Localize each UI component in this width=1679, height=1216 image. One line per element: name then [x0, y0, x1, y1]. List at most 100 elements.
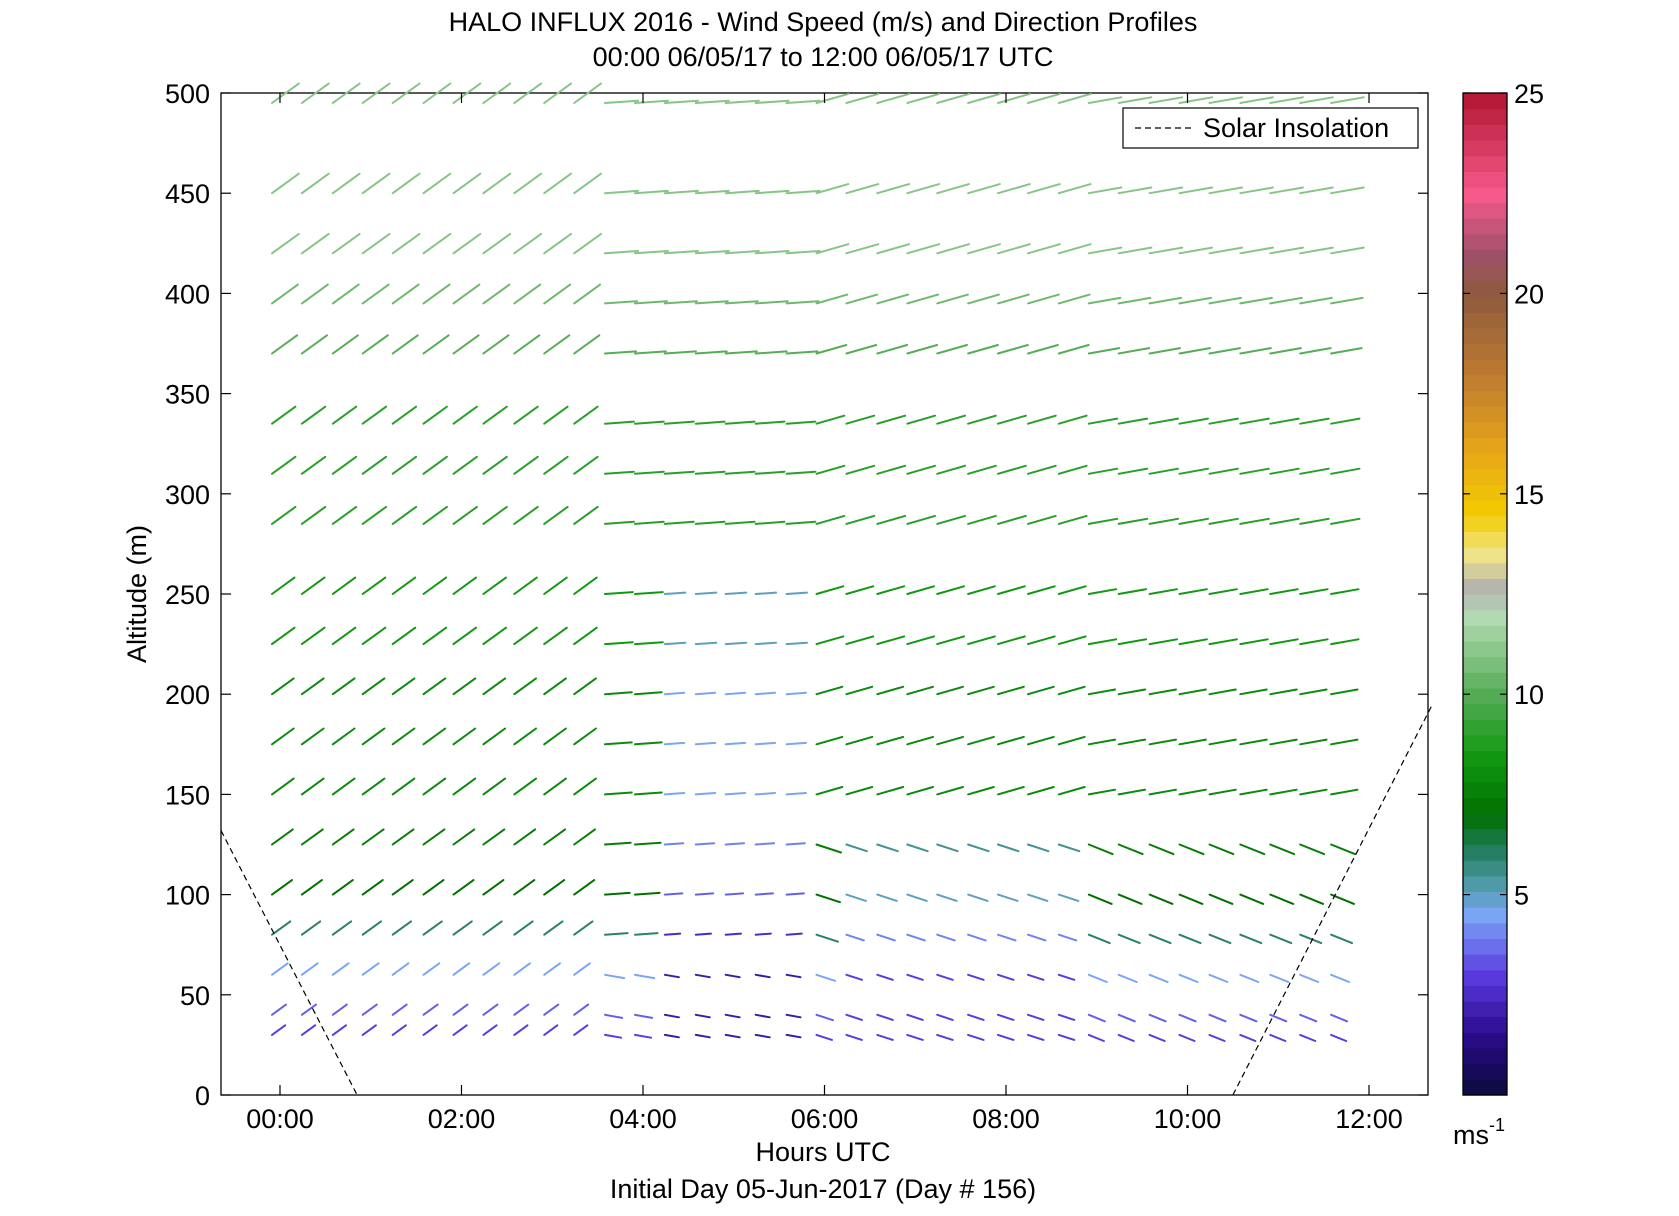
wind-vector	[967, 893, 989, 902]
wind-vector	[1208, 347, 1241, 355]
wind-vector	[422, 828, 446, 846]
wind-vector	[300, 334, 328, 355]
wind-vector	[1299, 688, 1328, 696]
wind-vector	[967, 685, 995, 696]
wind-vector	[997, 92, 1031, 104]
wind-vector	[1057, 786, 1086, 796]
wind-vector	[876, 464, 907, 475]
colorbar-cell	[1463, 280, 1507, 298]
wind-vector	[845, 843, 868, 853]
wind-vector	[906, 243, 941, 255]
wind-vector	[331, 283, 360, 305]
wind-vector	[845, 635, 875, 646]
wind-vector	[663, 973, 680, 979]
wind-vector	[1330, 688, 1359, 696]
wind-vector	[1178, 638, 1208, 646]
wind-vector	[300, 1003, 317, 1016]
wind-vector	[815, 685, 844, 696]
wind-vector	[1117, 246, 1153, 255]
wind-vector	[1027, 183, 1061, 195]
wind-vector	[1299, 738, 1328, 746]
wind-vector	[1117, 843, 1144, 856]
wind-vector	[1057, 243, 1092, 255]
wind-vector	[1239, 738, 1268, 746]
wind-vector	[452, 455, 478, 475]
wind-vector	[785, 792, 807, 796]
wind-vector	[785, 1013, 802, 1019]
wind-vector	[967, 92, 1001, 104]
wind-vector	[391, 334, 419, 355]
wind-vector	[422, 1024, 438, 1036]
wind-vector	[1178, 933, 1202, 945]
wind-vector	[1117, 186, 1153, 195]
chart-title-line2: 00:00 06/05/17 to 12:00 06/05/17 UTC	[593, 42, 1054, 72]
wind-vector	[573, 879, 596, 896]
wind-vector	[452, 505, 478, 525]
wind-vector	[1269, 843, 1296, 856]
wind-vector	[936, 973, 954, 981]
wind-vector	[422, 405, 448, 425]
wind-vector	[422, 1003, 439, 1016]
wind-vector	[997, 635, 1026, 646]
wind-vector	[361, 777, 386, 796]
wind-vector	[271, 1003, 287, 1016]
colorbar-cell	[1463, 594, 1507, 611]
wind-vector	[906, 893, 928, 902]
wind-vector	[573, 1003, 590, 1016]
wind-vector	[391, 283, 420, 305]
wind-vector	[694, 520, 726, 525]
wind-vector	[815, 344, 848, 355]
wind-vector	[543, 82, 572, 104]
wind-vector	[1208, 246, 1244, 255]
y-axis-label: Altitude (m)	[122, 525, 152, 663]
wind-vector	[543, 334, 571, 355]
wind-vector	[663, 189, 699, 195]
wind-vector	[300, 626, 326, 646]
wind-vector	[543, 455, 569, 475]
wind-vector	[845, 464, 876, 475]
wind-vector	[1239, 1013, 1258, 1023]
wind-vector	[1087, 688, 1117, 696]
wind-vector	[1178, 186, 1214, 195]
wind-vector	[422, 962, 441, 976]
wind-vector	[845, 243, 880, 255]
wind-vector	[815, 293, 849, 305]
wind-vector	[1148, 843, 1175, 856]
y-tick-label: 100	[165, 881, 210, 911]
wind-vector	[604, 1013, 624, 1019]
wind-vector	[1117, 1013, 1136, 1023]
wind-vector	[513, 232, 543, 255]
wind-vector	[694, 932, 712, 936]
wind-vector	[815, 414, 846, 425]
wind-vector	[1299, 843, 1326, 856]
wind-vector	[1299, 246, 1334, 255]
wind-vector	[1239, 517, 1270, 525]
wind-vector	[543, 777, 567, 796]
wind-vector	[634, 741, 663, 746]
wind-vector	[331, 920, 353, 936]
wind-vector	[331, 677, 356, 696]
x-axis-sublabel: Initial Day 05-Jun-2017 (Day # 156)	[610, 1174, 1036, 1204]
wind-vector	[694, 741, 717, 746]
wind-vector	[391, 626, 417, 646]
wind-vector	[1299, 96, 1334, 104]
y-tick-label: 200	[165, 680, 210, 710]
colorbar-cell	[1463, 672, 1507, 689]
wind-vector	[482, 1024, 498, 1036]
colorbar-cell	[1463, 93, 1507, 110]
wind-vector	[271, 505, 297, 525]
wind-vector	[694, 641, 718, 646]
colorbar-cell	[1463, 922, 1507, 940]
wind-vector	[300, 505, 327, 525]
colorbar-ticks: 5 10 15 20 25	[1463, 79, 1544, 911]
wind-vector	[422, 879, 445, 896]
wind-vector	[1239, 186, 1274, 195]
wind-vector	[422, 576, 448, 595]
wind-vector	[906, 344, 939, 355]
wind-vector	[452, 283, 481, 305]
wind-vector	[573, 677, 597, 696]
colorbar-unit-label: ms-1	[1453, 1115, 1505, 1150]
colorbar-cell	[1463, 828, 1507, 846]
wind-vector	[1269, 347, 1302, 355]
wind-vector	[967, 183, 1001, 195]
